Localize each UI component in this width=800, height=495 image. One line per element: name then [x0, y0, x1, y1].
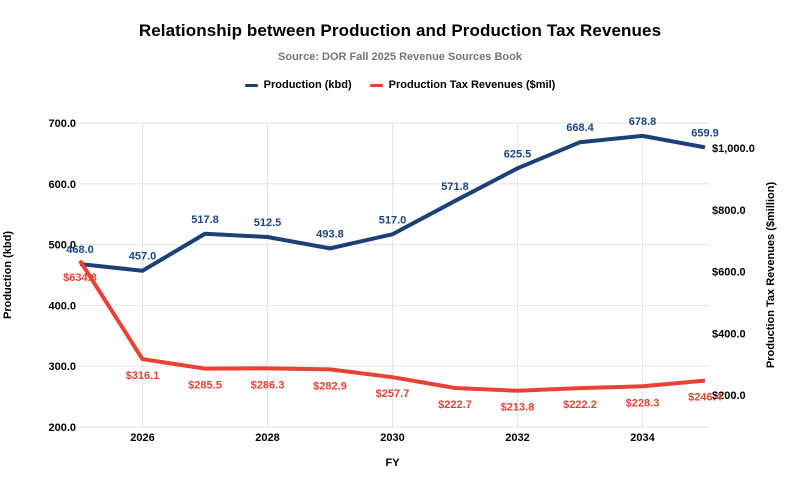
production-data-label: 678.8	[629, 116, 657, 128]
legend: Production (kbd) Production Tax Revenues…	[0, 79, 800, 91]
tax-revenues-data-label: $316.1	[126, 370, 160, 382]
tax-revenues-data-label: $222.2	[563, 399, 597, 411]
production-data-label: 659.9	[691, 127, 719, 139]
tax-revenues-data-label: $257.7	[376, 388, 410, 400]
left-axis-tick-label: 700.0	[48, 118, 76, 130]
left-axis-title: Production (kbd)	[2, 231, 14, 319]
chart-subtitle: Source: DOR Fall 2025 Revenue Sources Bo…	[278, 51, 522, 63]
tax-revenues-data-label: $285.5	[188, 380, 222, 392]
production-data-label: 512.5	[254, 217, 282, 229]
production-data-label: 493.8	[316, 228, 344, 240]
production-data-label: 457.0	[129, 251, 157, 263]
tax-revenues-data-label: $222.7	[438, 399, 472, 411]
right-axis-title: Production Tax Revenues ($million)	[765, 182, 777, 369]
tax-revenues-data-label: $228.3	[626, 397, 660, 409]
x-axis-tick-label: 2034	[630, 432, 655, 444]
tax-revenues-data-label: $246.4	[688, 392, 723, 404]
left-axis-tick-label: 200.0	[48, 422, 76, 434]
tax-revenues-data-label: $286.3	[251, 379, 285, 391]
left-axis-tick-label: 300.0	[48, 361, 76, 373]
x-axis-tick-label: 2026	[130, 432, 154, 444]
legend-item-production: Production (kbd)	[244, 79, 352, 91]
chart-title: Relationship between Production and Prod…	[138, 21, 662, 40]
production-data-label: 517.0	[379, 214, 407, 226]
right-axis-tick-label: $1,000.0	[712, 143, 755, 155]
tax-revenues-series-line	[78, 259, 706, 393]
x-axis-tick-label: 2028	[255, 432, 279, 444]
left-axis-tick-label: 500.0	[48, 240, 76, 252]
tax-revenues-line-swatch	[369, 83, 383, 87]
x-axis-tick-label: 2032	[505, 432, 529, 444]
tax-revenues-data-label: $282.9	[313, 380, 347, 392]
production-series-line	[79, 133, 706, 273]
x-axis-tick-label: 2030	[380, 432, 404, 444]
right-axis-tick-label: $400.0	[712, 328, 746, 340]
tax-revenues-data-label: $634.8	[63, 272, 97, 284]
tax-revenues-data-label: $213.8	[501, 402, 535, 414]
x-axis-title: FY	[385, 457, 400, 469]
production-data-label: 668.4	[566, 122, 594, 134]
production-data-label: 517.8	[191, 214, 219, 226]
production-data-label: 468.0	[66, 244, 94, 256]
legend-label-production: Production (kbd)	[263, 79, 352, 91]
right-axis-tick-label: $600.0	[712, 267, 746, 279]
right-axis-tick-label: $200.0	[712, 390, 746, 402]
legend-label-tax-revenues: Production Tax Revenues ($mil)	[388, 79, 556, 91]
production-data-label: 625.5	[504, 148, 532, 160]
right-axis-tick-label: $800.0	[712, 205, 746, 217]
legend-item-tax-revenues: Production Tax Revenues ($mil)	[369, 79, 556, 91]
left-axis-tick-label: 600.0	[48, 179, 76, 191]
production-data-label: 571.8	[441, 181, 469, 193]
production-line-swatch	[244, 83, 258, 87]
left-axis-tick-label: 400.0	[48, 300, 76, 312]
